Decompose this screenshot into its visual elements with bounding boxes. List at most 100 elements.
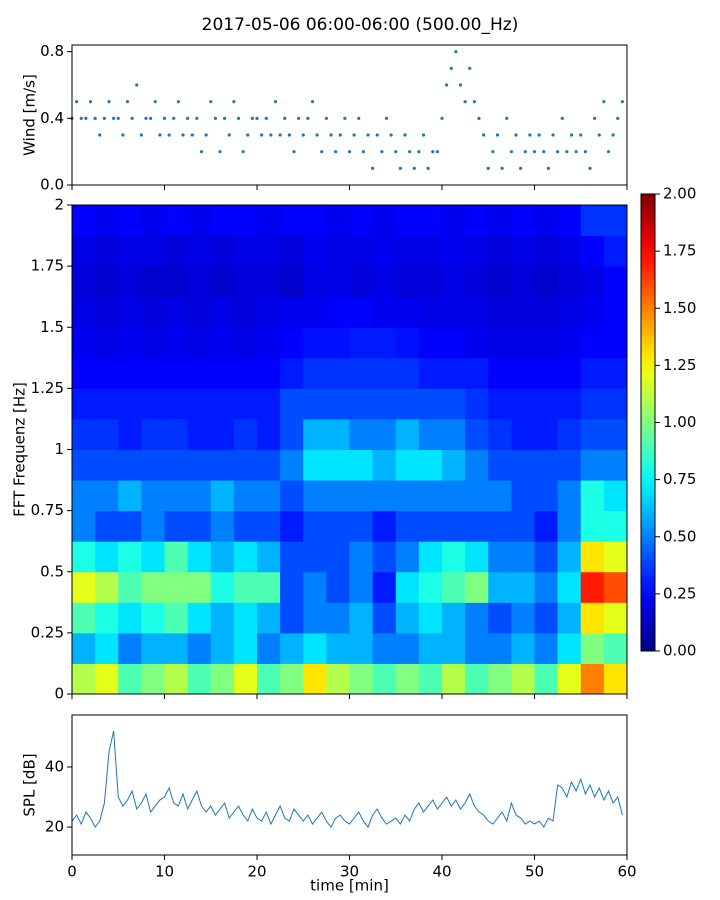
wind-point [236,116,241,120]
wind-point [431,150,435,154]
heatmap-cell [395,296,420,328]
heatmap-cell [488,632,512,664]
heatmap-cell [303,388,327,420]
heatmap-cell [557,602,582,634]
wind-point [199,150,204,154]
heatmap-cell [326,541,350,573]
heatmap-cell [141,571,165,603]
heatmap-cell [257,602,281,634]
heatmap-cell [465,296,489,328]
heatmap-cell [557,327,582,359]
heatmap-cell [557,480,582,512]
x-tick-label: 30 [340,863,359,881]
heatmap-cell [72,602,96,634]
heatmap-cell [511,571,535,603]
heatmap-cell [511,205,535,237]
heatmap-cell [488,205,512,237]
heatmap-cell [187,357,212,389]
heatmap-cell [187,602,212,634]
heatmap-cell [442,205,466,237]
heatmap-cell [534,296,559,328]
heatmap-cell [372,602,397,634]
heatmap-cell [418,449,443,481]
heatmap-cell [488,449,512,481]
heatmap-cell [141,480,165,512]
heatmap-cell [580,388,605,420]
wind-point [574,150,578,154]
heatmap-cell [534,663,559,695]
wind-point [158,133,162,137]
heatmap-cell [418,632,443,664]
heatmap-cell [141,541,165,573]
heatmap-cell [118,296,142,328]
heatmap-cell [534,418,559,450]
wind-point [602,100,606,104]
heatmap-cell [95,296,119,328]
heatmap-cell [418,571,443,603]
heatmap-cell [164,235,189,267]
heatmap-cell [395,388,420,420]
wind-point [186,116,190,120]
heatmap-cell [303,266,327,298]
heatmap-cell [511,266,535,298]
heatmap-cell [372,235,397,267]
heatmap-cell [141,296,165,328]
heatmap-cell [303,327,327,359]
heatmap-cell [303,480,327,512]
heatmap-cell [118,480,142,512]
heatmap-cell [534,480,559,512]
wind-point [347,150,352,154]
wind-point [616,116,620,120]
heatmap-cell [442,449,466,481]
heatmap-cell [141,602,165,634]
heatmap-cell [349,327,374,359]
heatmap-cell [418,418,443,450]
wind-point [75,100,79,104]
heatmap-cell [349,663,374,695]
heatmap-cell [118,510,142,542]
heatmap-cell [395,632,420,664]
wind-point [449,66,453,70]
heatmap-cell [257,541,281,573]
heatmap-cell [233,327,258,359]
wind-point [491,150,495,154]
heatmap-cell [603,541,628,573]
heatmap-cell [72,235,96,267]
heatmap-cell [118,663,142,695]
wind-point [209,100,213,104]
heatmap-cell [326,327,350,359]
heatmap-cell [164,327,189,359]
colorbar-tick-label: 0.50 [663,527,696,545]
heatmap-cell [233,541,258,573]
heatmap-cell [395,357,420,389]
heatmap-cell [603,327,628,359]
heatmap-cell [442,510,466,542]
heatmap-cell [603,571,628,603]
heatmap-cell [488,663,512,695]
heatmap-cell [118,602,142,634]
y-tick-label: 0.0 [40,176,64,194]
heatmap-cell [72,663,96,695]
wind-point [597,133,601,137]
heatmap-cell [580,357,605,389]
heatmap-cell [72,327,96,359]
wind-point [306,116,310,120]
wind-point [292,150,296,154]
wind-point [509,150,513,154]
heatmap-cell [118,632,142,664]
heatmap-cell [372,388,397,420]
heatmap-cell [349,296,374,328]
heatmap-cell [210,357,235,389]
heatmap-cell [534,235,559,267]
heatmap-cell [534,388,559,420]
wind-point [445,83,449,87]
heatmap-cell [349,357,374,389]
wind-point [269,133,273,137]
heatmap-cell [164,480,189,512]
heatmap-cell [465,449,489,481]
heatmap-cell [418,602,443,634]
heatmap-cell [210,449,235,481]
heatmap-cell [72,388,96,420]
heatmap-cell [95,205,119,237]
heatmap-cell [233,205,258,237]
